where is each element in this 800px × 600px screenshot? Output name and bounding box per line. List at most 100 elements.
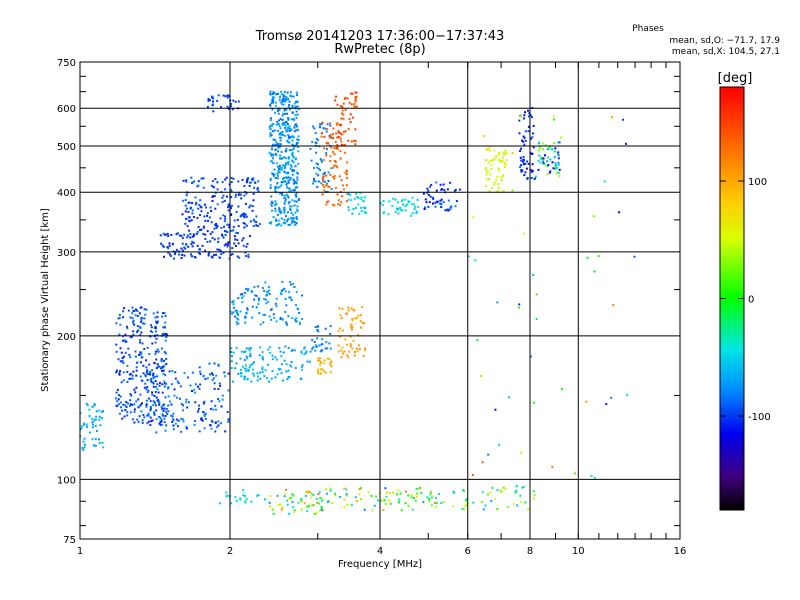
echo-point — [515, 489, 518, 492]
echo-point — [232, 380, 235, 383]
echo-point — [86, 404, 89, 407]
echo-point — [329, 347, 332, 350]
echo-point — [298, 311, 300, 314]
echo-point — [538, 149, 540, 152]
echo-point — [82, 440, 85, 443]
echo-point — [505, 152, 508, 155]
echo-point — [205, 206, 207, 209]
echo-point — [282, 103, 285, 106]
echo-point — [292, 213, 294, 216]
echo-point — [283, 197, 286, 199]
echo-point — [415, 487, 418, 490]
echo-point — [175, 418, 178, 421]
echo-point — [249, 204, 252, 207]
echo-point — [138, 312, 141, 315]
echo-point — [194, 203, 197, 206]
echo-point — [226, 223, 229, 226]
echo-point — [319, 123, 322, 126]
echo-point — [527, 109, 529, 112]
echo-point — [349, 193, 352, 196]
echo-point — [270, 377, 273, 380]
echo-point — [317, 163, 319, 166]
echo-point — [529, 114, 532, 116]
echo-point — [552, 167, 555, 170]
echo-point — [292, 219, 295, 222]
x-axis-label: Frequency [MHz] — [338, 559, 422, 570]
echo-point — [274, 200, 277, 203]
echo-point — [234, 315, 237, 318]
echo-point — [207, 99, 210, 102]
echo-point — [283, 206, 286, 209]
echo-point — [275, 320, 278, 323]
echo-point — [434, 506, 437, 509]
echo-point — [159, 416, 162, 419]
echo-point — [539, 161, 542, 164]
echo-point — [122, 355, 125, 358]
echo-point — [211, 200, 214, 202]
echo-point — [291, 111, 294, 114]
echo-point — [180, 417, 183, 420]
echo-point — [284, 124, 287, 127]
echo-point — [252, 192, 255, 195]
echo-point — [272, 138, 275, 141]
echo-point — [91, 426, 94, 429]
echo-point — [125, 405, 128, 408]
echo-point — [358, 488, 361, 491]
echo-point — [94, 438, 97, 440]
echo-point — [275, 358, 278, 361]
echo-point — [489, 491, 492, 494]
echo-point — [162, 232, 165, 235]
echo-point — [537, 168, 540, 171]
echo-point — [315, 497, 318, 500]
echo-point — [280, 181, 283, 184]
echo-point — [296, 100, 299, 103]
echo-point — [290, 189, 293, 192]
echo-point — [163, 364, 166, 367]
echo-point — [346, 354, 349, 357]
echo-point — [495, 179, 498, 182]
echo-point — [129, 404, 131, 407]
echo-point — [345, 173, 348, 176]
echo-point — [253, 374, 256, 377]
echo-point — [276, 213, 279, 216]
echo-point — [270, 125, 273, 127]
echo-point — [415, 210, 418, 213]
echo-point — [243, 359, 246, 361]
echo-point — [197, 180, 200, 183]
echo-point — [476, 339, 479, 342]
echo-point — [520, 115, 522, 118]
echo-point — [163, 403, 165, 406]
echo-point — [198, 387, 201, 390]
echo-point — [228, 226, 231, 229]
echo-point — [335, 147, 338, 149]
echo-point — [346, 184, 348, 187]
echo-point — [289, 296, 292, 299]
echo-point — [221, 234, 224, 237]
echo-point — [370, 495, 373, 497]
echo-point — [488, 145, 491, 148]
echo-point — [312, 182, 314, 185]
echo-point — [439, 183, 442, 186]
echo-point — [337, 203, 340, 205]
echo-point — [115, 391, 118, 394]
echo-point — [126, 402, 129, 405]
echo-point — [280, 93, 283, 96]
echo-point — [281, 122, 284, 125]
echo-point — [459, 188, 461, 191]
echo-point — [224, 215, 226, 218]
echo-point — [313, 166, 316, 169]
echo-point — [334, 99, 337, 102]
echo-point — [499, 160, 502, 163]
echo-point — [222, 194, 225, 197]
scatter-points — [79, 90, 636, 515]
echo-point — [224, 217, 227, 220]
echo-point — [86, 425, 88, 428]
echo-point — [291, 153, 293, 156]
echo-point — [423, 208, 426, 210]
echo-point — [325, 147, 328, 150]
echo-point — [215, 374, 218, 377]
echo-point — [283, 218, 286, 221]
echo-point — [554, 166, 557, 169]
echo-point — [233, 242, 236, 245]
echo-point — [122, 371, 125, 374]
